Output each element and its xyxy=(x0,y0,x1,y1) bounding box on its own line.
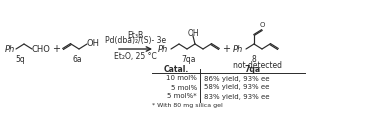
Text: 83% yield, 93% ee: 83% yield, 93% ee xyxy=(204,93,270,100)
Text: Ph: Ph xyxy=(158,44,168,54)
Text: Pd(dba)₂/(S)- 3e: Pd(dba)₂/(S)- 3e xyxy=(105,37,166,45)
Text: 58% yield, 93% ee: 58% yield, 93% ee xyxy=(204,85,269,90)
Text: Ph: Ph xyxy=(233,44,243,54)
Text: Ph: Ph xyxy=(5,44,15,54)
Text: 7qa: 7qa xyxy=(245,65,261,73)
Text: Et₂O, 25 °C: Et₂O, 25 °C xyxy=(114,52,157,60)
Text: O: O xyxy=(260,22,265,28)
Text: 5 mol%: 5 mol% xyxy=(171,85,197,90)
Text: +: + xyxy=(52,44,60,54)
Text: +: + xyxy=(222,44,230,54)
Text: CHO: CHO xyxy=(32,44,51,54)
Text: 8: 8 xyxy=(252,55,256,64)
Text: 5 mol%*: 5 mol%* xyxy=(167,93,197,100)
Text: * With 80 mg silica gel: * With 80 mg silica gel xyxy=(152,102,223,107)
Text: 5q: 5q xyxy=(15,55,25,64)
Text: 86% yield, 93% ee: 86% yield, 93% ee xyxy=(204,75,270,82)
Text: 10 mol%: 10 mol% xyxy=(166,75,197,82)
Text: Et₃B: Et₃B xyxy=(127,30,143,39)
Text: 7qa: 7qa xyxy=(182,55,196,64)
Text: Catal.: Catal. xyxy=(163,65,189,73)
Text: 6a: 6a xyxy=(72,55,82,64)
Text: OH: OH xyxy=(87,39,100,49)
Text: not detected: not detected xyxy=(234,61,283,71)
Text: OH: OH xyxy=(188,28,200,38)
